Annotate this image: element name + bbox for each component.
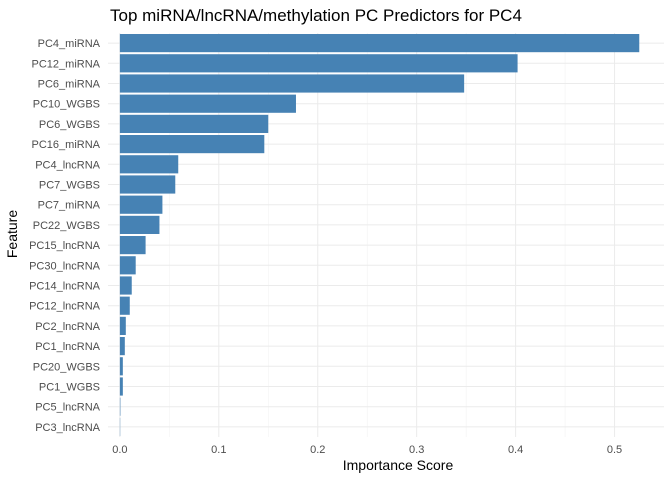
x-tick-label: 0.4 (508, 444, 523, 456)
y-axis-title: Feature (4, 210, 20, 258)
y-tick-label: PC15_lncRNA (29, 240, 101, 252)
y-tick-labels: PC4_miRNA PC12_miRNA PC6_miRNA PC10_WGBS PC6… (29, 38, 101, 434)
y-tick-label: PC1_WGBS (39, 382, 100, 394)
bar (119, 94, 296, 113)
bar (119, 74, 465, 93)
y-tick-label: PC12_miRNA (32, 58, 101, 70)
bar (119, 256, 136, 275)
x-tick-label: 0.1 (211, 444, 226, 456)
y-tick-label: PC4_miRNA (38, 38, 101, 50)
y-tick-label: PC3_lncRNA (35, 422, 100, 434)
bar (119, 155, 179, 174)
y-tick-label: PC1_lncRNA (35, 341, 100, 353)
y-tick-label: PC6_miRNA (38, 79, 101, 91)
bar (119, 195, 163, 214)
y-tick-label: PC16_miRNA (32, 139, 101, 151)
bar (119, 135, 265, 154)
x-tick-labels: 0.0 0.1 0.2 0.3 0.4 0.5 (112, 444, 622, 456)
bar (119, 296, 130, 315)
y-tick-label: PC7_miRNA (38, 200, 101, 212)
y-tick-label: PC20_WGBS (33, 361, 100, 373)
bar (119, 54, 518, 73)
x-tick-label: 0.3 (409, 444, 424, 456)
chart-title: Top miRNA/lncRNA/methylation PC Predicto… (110, 6, 522, 25)
bar (119, 316, 126, 335)
y-tick-label: PC6_WGBS (39, 119, 100, 131)
x-tick-label: 0.2 (310, 444, 325, 456)
y-tick-label: PC7_WGBS (39, 180, 100, 192)
x-axis-title: Importance Score (343, 457, 454, 473)
y-tick-label: PC30_lncRNA (29, 260, 101, 272)
bars (119, 34, 640, 436)
bar (119, 34, 640, 53)
bar (119, 175, 176, 194)
bar (119, 357, 123, 376)
y-tick-label: PC2_lncRNA (35, 321, 100, 333)
bar (119, 276, 132, 295)
y-tick-label: PC14_lncRNA (29, 281, 101, 293)
y-tick-label: PC12_lncRNA (29, 301, 101, 313)
bar (119, 377, 123, 396)
bar (119, 236, 146, 255)
bar (119, 337, 125, 356)
bar (119, 114, 269, 133)
bar (119, 215, 160, 234)
x-tick-label: 0.0 (112, 444, 127, 456)
y-tick-label: PC4_lncRNA (35, 159, 100, 171)
y-tick-label: PC5_lncRNA (35, 402, 100, 414)
grid (108, 33, 664, 437)
y-tick-label: PC22_WGBS (33, 220, 100, 232)
y-tick-label: PC10_WGBS (33, 99, 100, 111)
x-tick-label: 0.5 (607, 444, 622, 456)
